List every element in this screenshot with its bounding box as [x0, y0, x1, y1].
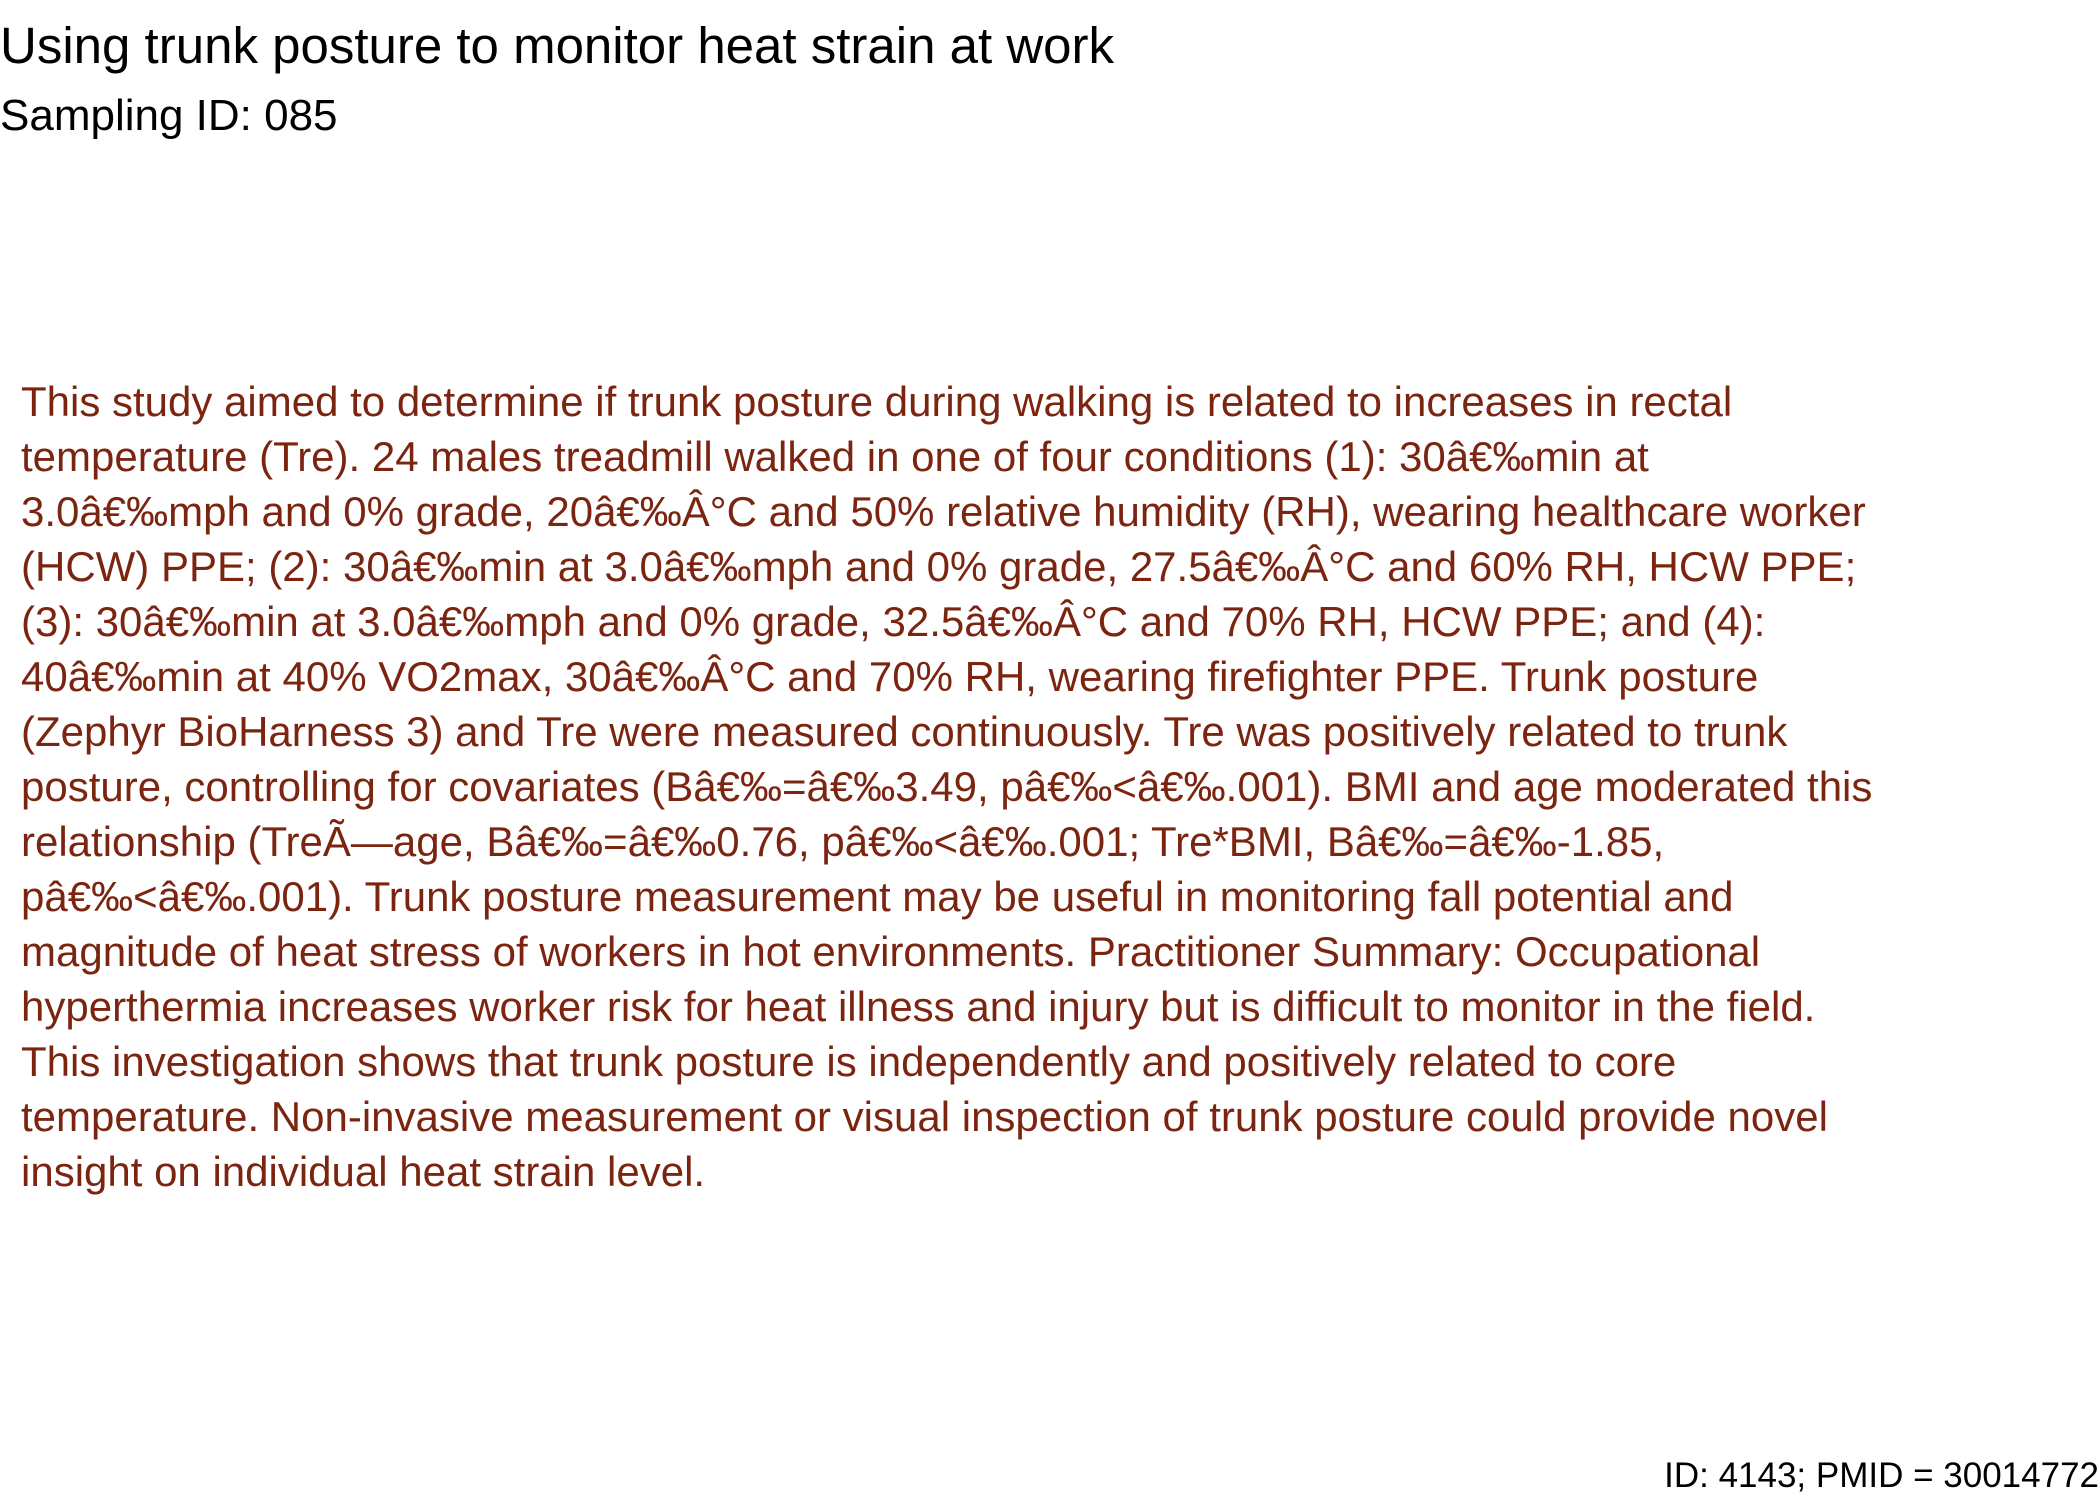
document-title: Using trunk posture to monitor heat stra…: [0, 17, 1115, 74]
document-id-footer: ID: 4143; PMID = 30014772: [1664, 1456, 2099, 1495]
sampling-id: Sampling ID: 085: [0, 91, 338, 140]
abstract-text: This study aimed to determine if trunk p…: [21, 378, 1873, 1195]
